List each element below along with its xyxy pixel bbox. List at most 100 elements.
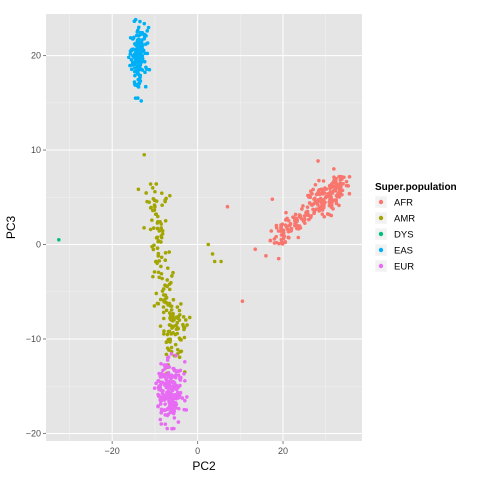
point-amr [171, 314, 175, 319]
point-amr [152, 304, 157, 308]
legend-label-afr: AFR [394, 198, 413, 209]
point-afr [283, 240, 287, 245]
point-amr [161, 287, 166, 291]
point-eas [136, 96, 140, 100]
point-eas [138, 32, 143, 37]
point-amr [168, 193, 172, 198]
point-afr [332, 167, 336, 171]
point-eas [145, 29, 150, 33]
point-eur [176, 406, 181, 411]
point-eas [136, 77, 140, 82]
point-amr [153, 189, 157, 194]
point-afr [320, 212, 325, 216]
point-afr [305, 205, 310, 209]
point-afr [276, 229, 281, 233]
point-eur [183, 398, 187, 403]
point-eur [178, 390, 183, 395]
point-amr [179, 302, 183, 306]
point-eur [158, 382, 163, 387]
point-eur [163, 422, 168, 426]
point-eas [132, 80, 137, 84]
point-amr [153, 212, 158, 217]
point-eas [136, 40, 141, 45]
grid-major [46, 14, 362, 441]
point-eas [143, 42, 148, 46]
point-afr [340, 192, 344, 197]
point-afr [337, 195, 342, 199]
point-amr [148, 227, 153, 232]
point-afr [312, 210, 317, 214]
point-afr [344, 179, 349, 184]
point-afr [322, 205, 326, 210]
y-tick-label: 0 [36, 240, 41, 250]
point-afr [310, 203, 314, 207]
point-eur [165, 390, 169, 395]
x-tick-label: −20 [105, 446, 120, 456]
point-eur [169, 376, 173, 380]
point-afr [347, 191, 352, 196]
point-eas [132, 35, 136, 40]
point-amr [159, 222, 164, 226]
point-afr [253, 247, 258, 252]
point-amr [162, 332, 166, 336]
point-eur [169, 352, 174, 356]
point-amr [159, 255, 164, 260]
plot-panel [46, 14, 362, 441]
grid-minor [46, 14, 362, 441]
point-eur [156, 394, 161, 398]
point-afr [281, 230, 286, 235]
point-afr [276, 256, 281, 261]
point-afr [330, 191, 335, 195]
point-afr [274, 240, 279, 245]
point-eas [136, 25, 141, 30]
point-eas [133, 83, 137, 87]
point-amr [160, 228, 165, 233]
y-tick-label: 20 [31, 51, 41, 61]
point-eas [139, 99, 144, 103]
point-amr [153, 204, 157, 209]
point-amr [155, 226, 160, 231]
legend-dot-eas [378, 247, 384, 253]
point-afr [268, 238, 273, 243]
point-afr [240, 299, 245, 303]
point-afr [270, 197, 275, 201]
point-eas [133, 58, 138, 63]
point-eas [137, 62, 141, 67]
legend-label-eur: EUR [394, 262, 414, 273]
point-amr [168, 304, 173, 308]
point-amr [169, 308, 174, 312]
point-eur [168, 380, 172, 385]
point-eur [157, 371, 161, 376]
point-amr [159, 191, 164, 195]
point-eas [135, 50, 140, 55]
point-eur [182, 372, 186, 376]
point-amr [166, 329, 171, 334]
point-amr [157, 275, 161, 280]
point-eas [136, 45, 140, 49]
point-eas [142, 59, 147, 64]
point-eur [163, 413, 167, 417]
point-amr [177, 312, 182, 317]
point-eas [131, 62, 135, 67]
point-amr [170, 274, 174, 278]
point-eas [128, 63, 132, 68]
point-eur [159, 361, 163, 366]
point-amr [177, 308, 182, 313]
point-eur [175, 369, 179, 373]
point-afr [321, 179, 326, 183]
point-eas [135, 30, 140, 34]
point-eur [152, 386, 157, 390]
point-eur [174, 353, 178, 358]
point-afr [294, 216, 299, 221]
point-eur [165, 384, 169, 388]
point-afr [308, 195, 313, 200]
y-axis-title: PC3 [4, 216, 18, 240]
point-amr [175, 347, 180, 352]
point-amr [155, 214, 160, 219]
point-eur [154, 381, 158, 386]
point-afr [313, 196, 317, 201]
point-eur [180, 396, 185, 400]
point-amr [176, 326, 181, 331]
point-eas [132, 69, 137, 74]
point-eur [163, 402, 167, 406]
